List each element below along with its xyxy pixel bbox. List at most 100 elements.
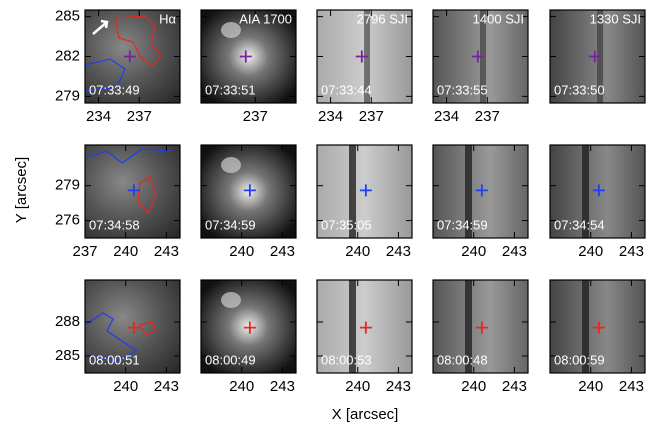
panel-image: [201, 145, 296, 238]
y-axis-label: Y [arcsec]: [13, 157, 30, 223]
x-tick-label: 240: [113, 243, 138, 260]
panel: 234 237 2796 SJI 07:33:44: [316, 9, 413, 125]
panel: 237 AIA 1700 07:33:51: [200, 9, 297, 125]
panel: 240 243 08:00:53: [316, 279, 413, 395]
panel-frame: [549, 144, 646, 239]
timestamp: 07:33:51: [205, 82, 256, 97]
cross-marker: [475, 184, 488, 197]
panel-title: 2796 SJI: [357, 11, 408, 26]
x-tick-label: 240: [345, 243, 370, 260]
contour: [84, 312, 139, 362]
x-tick-label: 243: [502, 378, 527, 395]
timestamp: 07:33:50: [554, 82, 605, 97]
timestamp: 07:33:44: [321, 82, 372, 97]
x-tick-label: 243: [386, 378, 411, 395]
cross-marker: [475, 321, 488, 334]
timestamp: 08:00:49: [205, 352, 256, 367]
panel-frame: [316, 279, 413, 374]
panel-title: 1330 SJI: [590, 11, 641, 26]
bright-patch: [221, 157, 241, 173]
panel-image: [85, 145, 180, 238]
panel-image: [550, 145, 645, 238]
panel: 240 243 08:00:49: [200, 279, 297, 395]
timestamp: 07:34:59: [205, 217, 256, 232]
x-axis-label: X [arcsec]: [332, 406, 399, 423]
contour: [114, 15, 162, 67]
contour: [86, 148, 173, 164]
panel-frame: [549, 279, 646, 374]
cross-marker: [355, 50, 368, 63]
x-tick-label: 234: [434, 108, 459, 125]
panel-frame: [432, 279, 529, 374]
panel: 1330 SJI 07:33:50: [549, 9, 646, 104]
timestamp: 08:00:59: [554, 352, 605, 367]
timestamp: 07:35:05: [321, 217, 372, 232]
slit: [582, 280, 589, 373]
panel: 240 243 07:34:54: [549, 144, 646, 260]
timestamp: 08:00:53: [321, 352, 372, 367]
cross-marker: [592, 321, 605, 334]
x-tick-label: 240: [461, 243, 486, 260]
panel-frame: [316, 144, 413, 239]
timestamp: 07:34:54: [554, 217, 605, 232]
cross-marker: [243, 184, 256, 197]
x-tick-label: 237: [475, 108, 500, 125]
x-tick-label: 243: [619, 378, 644, 395]
x-tick-label: 243: [502, 243, 527, 260]
panel: 237 240 243 276 279 07:34:58: [55, 144, 181, 260]
timestamp: 07:33:49: [89, 82, 140, 97]
bright-patch: [221, 22, 241, 38]
x-tick-label: 243: [619, 243, 644, 260]
x-tick-label: 243: [154, 378, 179, 395]
x-tick-label: 240: [461, 378, 486, 395]
slit: [349, 280, 356, 373]
contour: [139, 321, 157, 336]
timestamp: 07:34:59: [437, 217, 488, 232]
panel-frame: [84, 144, 181, 239]
panel: 234 237 279 282 285 Hα 07:33:49: [55, 8, 181, 125]
cross-marker: [471, 50, 484, 63]
y-tick-label: 285: [55, 347, 80, 364]
slit: [465, 145, 472, 238]
x-tick-label: 237: [72, 243, 97, 260]
x-tick-label: 243: [270, 243, 295, 260]
arrow: [92, 19, 109, 35]
timestamp: 07:33:55: [437, 82, 488, 97]
panel: 240 243 08:00:48: [432, 279, 529, 395]
x-tick-label: 237: [127, 108, 152, 125]
x-tick-label: 240: [578, 243, 603, 260]
panel: 240 243 07:34:59: [432, 144, 529, 260]
cross-marker: [239, 50, 252, 63]
cross-marker: [359, 321, 372, 334]
panel-frame: [200, 144, 297, 239]
cross-marker: [127, 321, 140, 334]
panel-image: [550, 280, 645, 373]
timestamp: 07:34:58: [89, 217, 140, 232]
cross-marker: [359, 184, 372, 197]
panel-frame: [84, 279, 181, 374]
y-tick-label: 279: [55, 177, 80, 194]
bright-patch: [221, 292, 241, 308]
timestamp: 08:00:48: [437, 352, 488, 367]
x-tick-label: 234: [318, 108, 343, 125]
panel-frame: [432, 144, 529, 239]
x-tick-label: 243: [386, 243, 411, 260]
x-tick-label: 243: [270, 378, 295, 395]
y-tick-label: 288: [55, 313, 80, 330]
panel-image: [433, 280, 528, 373]
panel-image: [317, 280, 412, 373]
panel-image: [433, 145, 528, 238]
slit: [349, 145, 356, 238]
cross-marker: [592, 184, 605, 197]
panel-frame: [200, 279, 297, 374]
panel: 240 243 285 288 08:00:51: [55, 279, 181, 395]
timestamp: 08:00:51: [89, 352, 140, 367]
x-tick-label: 234: [86, 108, 111, 125]
cross-marker: [588, 50, 601, 63]
slit: [465, 280, 472, 373]
panel-image: [201, 280, 296, 373]
x-tick-label: 240: [229, 378, 254, 395]
y-tick-label: 276: [55, 212, 80, 229]
panel: 240 243 08:00:59: [549, 279, 646, 395]
